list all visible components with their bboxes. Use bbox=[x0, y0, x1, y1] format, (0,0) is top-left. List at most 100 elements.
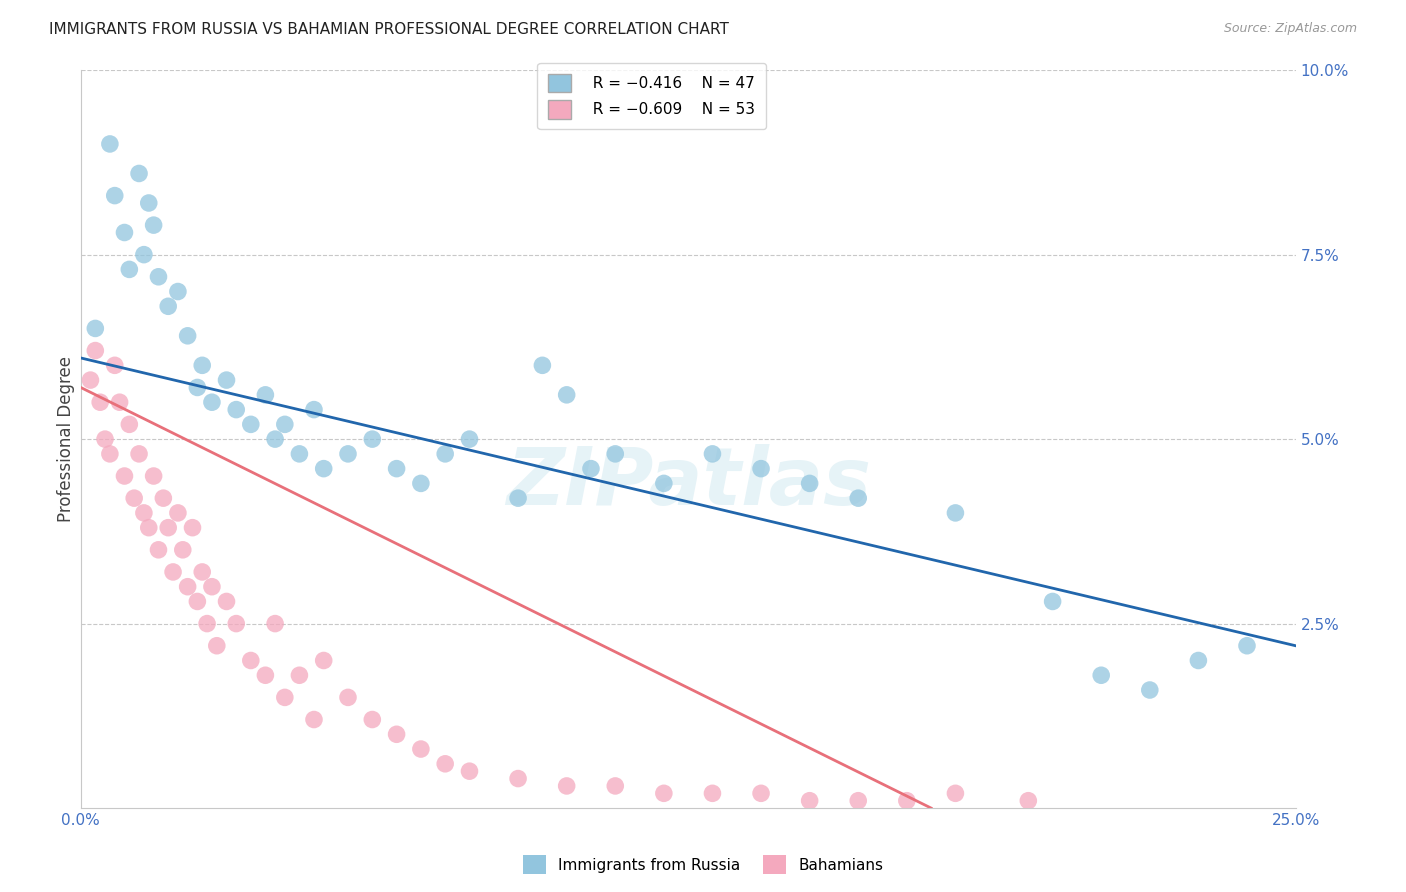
Point bbox=[138, 521, 160, 535]
Point bbox=[605, 447, 627, 461]
Point bbox=[409, 476, 432, 491]
Point bbox=[274, 417, 297, 432]
Point bbox=[434, 447, 457, 461]
Point bbox=[122, 491, 145, 505]
Point bbox=[1187, 653, 1209, 667]
Point bbox=[652, 476, 675, 491]
Point bbox=[239, 417, 262, 432]
Point bbox=[152, 491, 174, 505]
Point bbox=[201, 580, 224, 594]
Point bbox=[385, 727, 408, 741]
Point bbox=[337, 690, 360, 705]
Point bbox=[132, 247, 155, 261]
Point bbox=[118, 262, 141, 277]
Point bbox=[652, 786, 675, 800]
Point bbox=[186, 594, 208, 608]
Point bbox=[142, 469, 165, 483]
Point bbox=[148, 542, 170, 557]
Point bbox=[361, 713, 384, 727]
Point bbox=[312, 461, 335, 475]
Point bbox=[84, 321, 107, 335]
Point bbox=[579, 461, 602, 475]
Point bbox=[288, 668, 311, 682]
Point bbox=[132, 506, 155, 520]
Point bbox=[337, 447, 360, 461]
Point bbox=[846, 491, 869, 505]
Point bbox=[264, 432, 287, 446]
Point bbox=[157, 521, 180, 535]
Point bbox=[191, 565, 214, 579]
Point bbox=[84, 343, 107, 358]
Point bbox=[702, 447, 724, 461]
Point bbox=[114, 226, 136, 240]
Point bbox=[896, 794, 918, 808]
Point bbox=[288, 447, 311, 461]
Point bbox=[361, 432, 384, 446]
Point bbox=[434, 756, 457, 771]
Point bbox=[98, 136, 121, 151]
Point bbox=[79, 373, 101, 387]
Point bbox=[945, 506, 967, 520]
Point bbox=[799, 476, 821, 491]
Point bbox=[1090, 668, 1112, 682]
Point bbox=[148, 269, 170, 284]
Point bbox=[385, 461, 408, 475]
Point bbox=[605, 779, 627, 793]
Point bbox=[215, 594, 238, 608]
Point bbox=[225, 402, 247, 417]
Point bbox=[167, 506, 190, 520]
Point bbox=[458, 764, 481, 779]
Point bbox=[555, 388, 578, 402]
Point bbox=[225, 616, 247, 631]
Point bbox=[1139, 683, 1161, 698]
Point bbox=[302, 713, 325, 727]
Point bbox=[1017, 794, 1039, 808]
Point bbox=[104, 359, 127, 373]
Point bbox=[254, 668, 277, 682]
Point bbox=[215, 373, 238, 387]
Point bbox=[506, 491, 529, 505]
Point bbox=[409, 742, 432, 756]
Point bbox=[94, 432, 117, 446]
Point bbox=[749, 461, 772, 475]
Point bbox=[205, 639, 228, 653]
Point bbox=[104, 188, 127, 202]
Point bbox=[846, 794, 869, 808]
Point bbox=[239, 653, 262, 667]
Point bbox=[181, 521, 204, 535]
Point bbox=[98, 447, 121, 461]
Point bbox=[176, 580, 198, 594]
Text: IMMIGRANTS FROM RUSSIA VS BAHAMIAN PROFESSIONAL DEGREE CORRELATION CHART: IMMIGRANTS FROM RUSSIA VS BAHAMIAN PROFE… bbox=[49, 22, 730, 37]
Point bbox=[167, 285, 190, 299]
Point bbox=[118, 417, 141, 432]
Point bbox=[312, 653, 335, 667]
Text: Source: ZipAtlas.com: Source: ZipAtlas.com bbox=[1223, 22, 1357, 36]
Point bbox=[458, 432, 481, 446]
Point bbox=[1236, 639, 1258, 653]
Legend: Immigrants from Russia, Bahamians: Immigrants from Russia, Bahamians bbox=[516, 849, 890, 880]
Text: ZIPatlas: ZIPatlas bbox=[506, 444, 870, 523]
Point bbox=[302, 402, 325, 417]
Legend:   R = −0.416    N = 47,   R = −0.609    N = 53: R = −0.416 N = 47, R = −0.609 N = 53 bbox=[537, 63, 766, 129]
Point bbox=[506, 772, 529, 786]
Point bbox=[799, 794, 821, 808]
Point bbox=[162, 565, 184, 579]
Point bbox=[1042, 594, 1064, 608]
Point bbox=[89, 395, 111, 409]
Point bbox=[138, 196, 160, 211]
Point bbox=[128, 447, 150, 461]
Point bbox=[264, 616, 287, 631]
Point bbox=[254, 388, 277, 402]
Y-axis label: Professional Degree: Professional Degree bbox=[58, 356, 75, 522]
Point bbox=[201, 395, 224, 409]
Point bbox=[172, 542, 194, 557]
Point bbox=[142, 218, 165, 232]
Point bbox=[114, 469, 136, 483]
Point bbox=[128, 166, 150, 180]
Point bbox=[195, 616, 218, 631]
Point bbox=[274, 690, 297, 705]
Point bbox=[157, 299, 180, 313]
Point bbox=[176, 328, 198, 343]
Point bbox=[555, 779, 578, 793]
Point bbox=[108, 395, 131, 409]
